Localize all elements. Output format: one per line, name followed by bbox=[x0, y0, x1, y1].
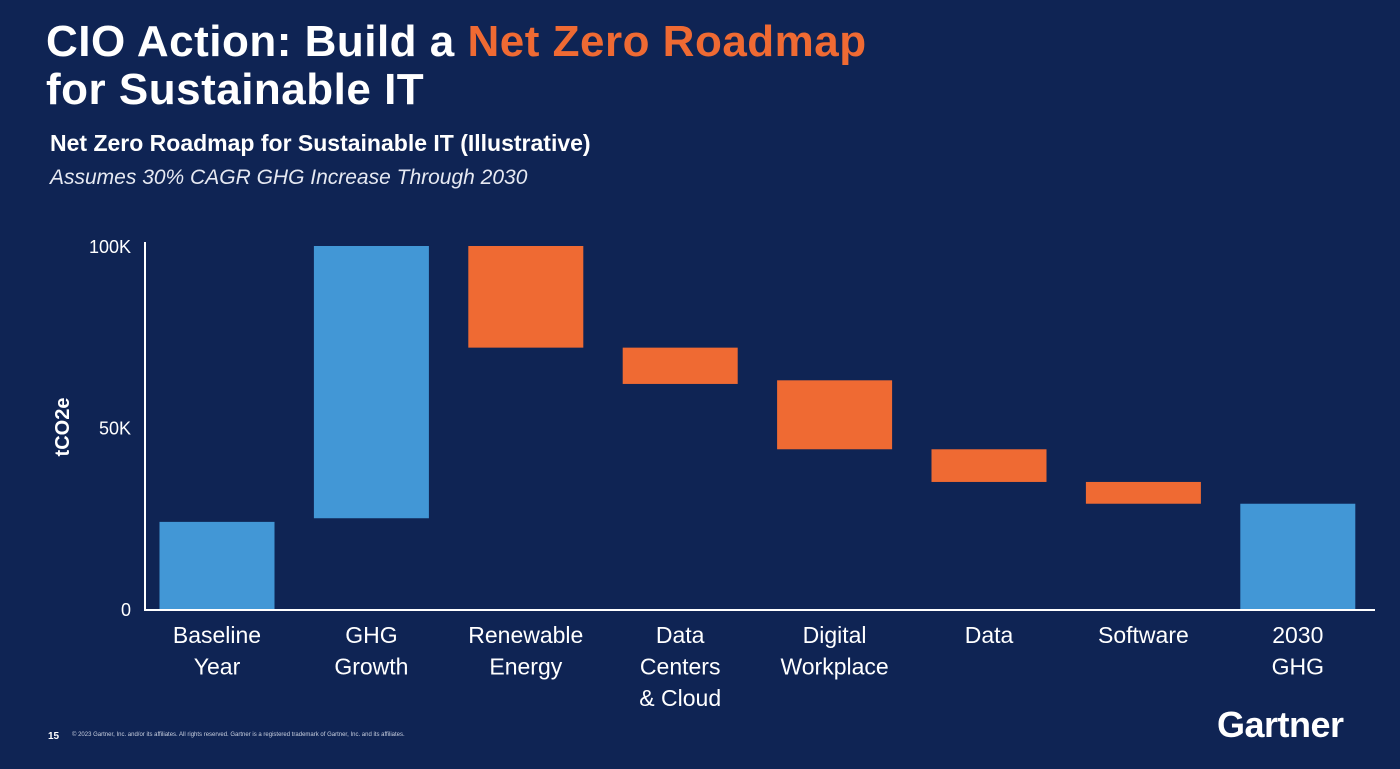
gartner-logo: Gartner bbox=[1217, 704, 1344, 745]
x-tick-label-2-line-0: Renewable bbox=[468, 622, 583, 648]
slide-title-prefix: CIO Action: Build a bbox=[46, 17, 468, 66]
x-tick-label-3-line-0: Data bbox=[656, 622, 705, 648]
bar-5 bbox=[931, 449, 1047, 482]
x-tick-label-1-line-0: GHG bbox=[345, 622, 397, 648]
x-tick-label-1-line-1: Growth bbox=[334, 654, 408, 680]
slide-title-line1: CIO Action: Build a Net Zero Roadmap bbox=[46, 18, 867, 66]
x-tick-label-6-line-0: Software bbox=[1098, 622, 1189, 648]
slide-title-accent: Net Zero Roadmap bbox=[467, 17, 867, 66]
bar-6 bbox=[1085, 481, 1201, 504]
bar-1 bbox=[313, 246, 429, 519]
x-tick-label-2-line-1: Energy bbox=[489, 654, 562, 680]
x-tick-label-2: Renewable Energy bbox=[468, 622, 583, 680]
bar-7 bbox=[1240, 503, 1356, 609]
chart-subtitle: Assumes 30% CAGR GHG Increase Through 20… bbox=[50, 166, 528, 189]
x-tick-label-3-line-2: & Cloud bbox=[639, 685, 721, 711]
bar-3 bbox=[622, 347, 738, 384]
x-tick-label-4-line-1: Workplace bbox=[780, 654, 888, 680]
x-tick-label-0-line-0: Baseline bbox=[173, 622, 261, 648]
x-tick-label-7: 2030 GHG bbox=[1272, 622, 1324, 680]
x-tick-label-4: Digital Workplace bbox=[780, 622, 888, 680]
x-tick-label-1: GHG Growth bbox=[334, 622, 408, 680]
bar-0 bbox=[159, 521, 275, 609]
x-tick-label-3: Data Centers & Cloud bbox=[639, 622, 721, 711]
x-tick-label-7-line-1: GHG bbox=[1272, 654, 1324, 680]
x-tick-label-5: Data bbox=[965, 622, 1014, 648]
x-tick-label-0-line-1: Year bbox=[194, 654, 241, 680]
chart-title: Net Zero Roadmap for Sustainable IT (Ill… bbox=[50, 130, 591, 156]
x-tick-label-7-line-0: 2030 bbox=[1272, 622, 1323, 648]
x-tick-label-6: Software bbox=[1098, 622, 1189, 648]
page-number: 15 bbox=[48, 731, 60, 742]
y-tick-label-1: 50K bbox=[99, 419, 131, 439]
y-tick-label-0: 0 bbox=[121, 600, 131, 620]
bar-2 bbox=[468, 246, 584, 348]
slide-title: CIO Action: Build a Net Zero Roadmap for… bbox=[46, 18, 867, 114]
x-tick-label-3-line-1: Centers bbox=[640, 654, 721, 680]
y-axis-label: tCO2e bbox=[52, 398, 74, 457]
slide-title-line2: for Sustainable IT bbox=[46, 65, 425, 114]
y-tick-label-2: 100K bbox=[89, 237, 131, 257]
x-tick-label-5-line-0: Data bbox=[965, 622, 1014, 648]
x-tick-label-4-line-0: Digital bbox=[803, 622, 867, 648]
bar-4 bbox=[777, 380, 893, 450]
x-tick-label-0: Baseline Year bbox=[173, 622, 261, 680]
copyright-notice: © 2023 Gartner, Inc. and/or its affiliat… bbox=[72, 732, 405, 738]
